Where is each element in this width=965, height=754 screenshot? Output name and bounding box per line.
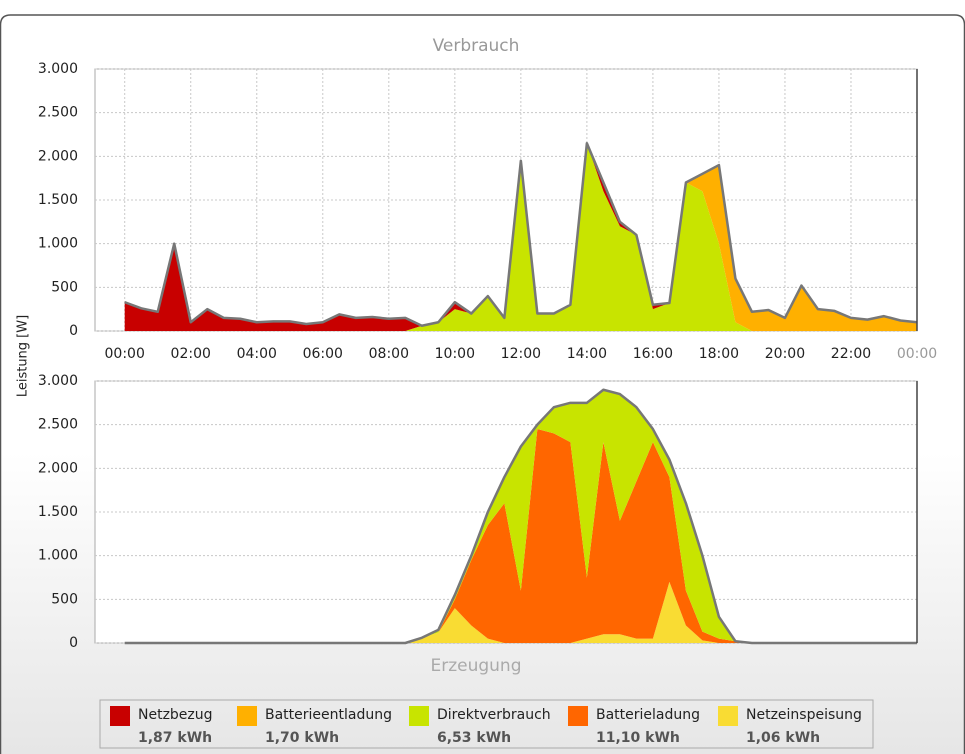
y-axis-label: Leistung [W]: [16, 315, 31, 397]
x-tick-label: 06:00: [303, 346, 343, 362]
y-tick-label: 2.500: [38, 417, 78, 433]
legend-total: 1,70 kWh: [265, 730, 339, 746]
y-tick-label: 0: [69, 323, 78, 339]
frame: [0, 14, 965, 754]
x-tick-label: 20:00: [765, 346, 805, 362]
y-tick-label: 3.000: [38, 61, 78, 77]
legend-total: 1,87 kWh: [138, 730, 212, 746]
x-tick-label: 08:00: [369, 346, 409, 362]
total-outline: [124, 388, 917, 645]
x-tick-label: 04:00: [237, 346, 277, 362]
y-tick-label: 0: [69, 635, 78, 651]
area: [124, 143, 918, 331]
legend-total: 6,53 kWh: [437, 730, 511, 746]
y-tick-label: 1.500: [38, 192, 78, 208]
legend-swatch: [718, 706, 738, 726]
x-tick-label: 00:00: [897, 346, 937, 362]
legend-label: Direktverbrauch: [437, 707, 551, 723]
x-tick-label: 12:00: [501, 346, 541, 362]
area: [124, 143, 918, 331]
y-tick-label: 1.000: [38, 236, 78, 252]
y-tick-label: 2.000: [38, 460, 78, 476]
y-tick-label: 500: [51, 279, 78, 295]
y-tick-label: 1.000: [38, 548, 78, 564]
legend-label: Netzeinspeisung: [746, 707, 862, 723]
legend-total: 11,10 kWh: [596, 730, 680, 746]
area: [124, 389, 918, 643]
y-tick-label: 2.000: [38, 148, 78, 164]
legend-label: Netzbezug: [138, 707, 213, 723]
legend-swatch: [237, 706, 257, 726]
x-tick-label: 00:00: [105, 346, 145, 362]
x-tick-label: 22:00: [831, 346, 871, 362]
legend-total: 1,06 kWh: [746, 730, 820, 746]
legend-swatch: [110, 706, 130, 726]
legend-swatch: [568, 706, 588, 726]
chart-title: Verbrauch: [433, 36, 520, 56]
area: [124, 429, 918, 643]
x-tick-label: 18:00: [699, 346, 739, 362]
x-tick-label: 10:00: [435, 346, 475, 362]
x-tick-label: 14:00: [567, 346, 607, 362]
legend: [99, 699, 874, 749]
y-tick-label: 1.500: [38, 504, 78, 520]
x-tick-label: 16:00: [633, 346, 673, 362]
legend-label: Batterieentladung: [265, 707, 392, 723]
x-tick-label: 02:00: [171, 346, 211, 362]
y-tick-label: 3.000: [38, 373, 78, 389]
total-outline: [124, 141, 918, 328]
y-tick-label: 2.500: [38, 105, 78, 121]
y-tick-label: 500: [51, 591, 78, 607]
legend-label: Batterieladung: [596, 707, 700, 723]
legend-swatch: [409, 706, 429, 726]
chart-title: Erzeugung: [430, 656, 521, 676]
